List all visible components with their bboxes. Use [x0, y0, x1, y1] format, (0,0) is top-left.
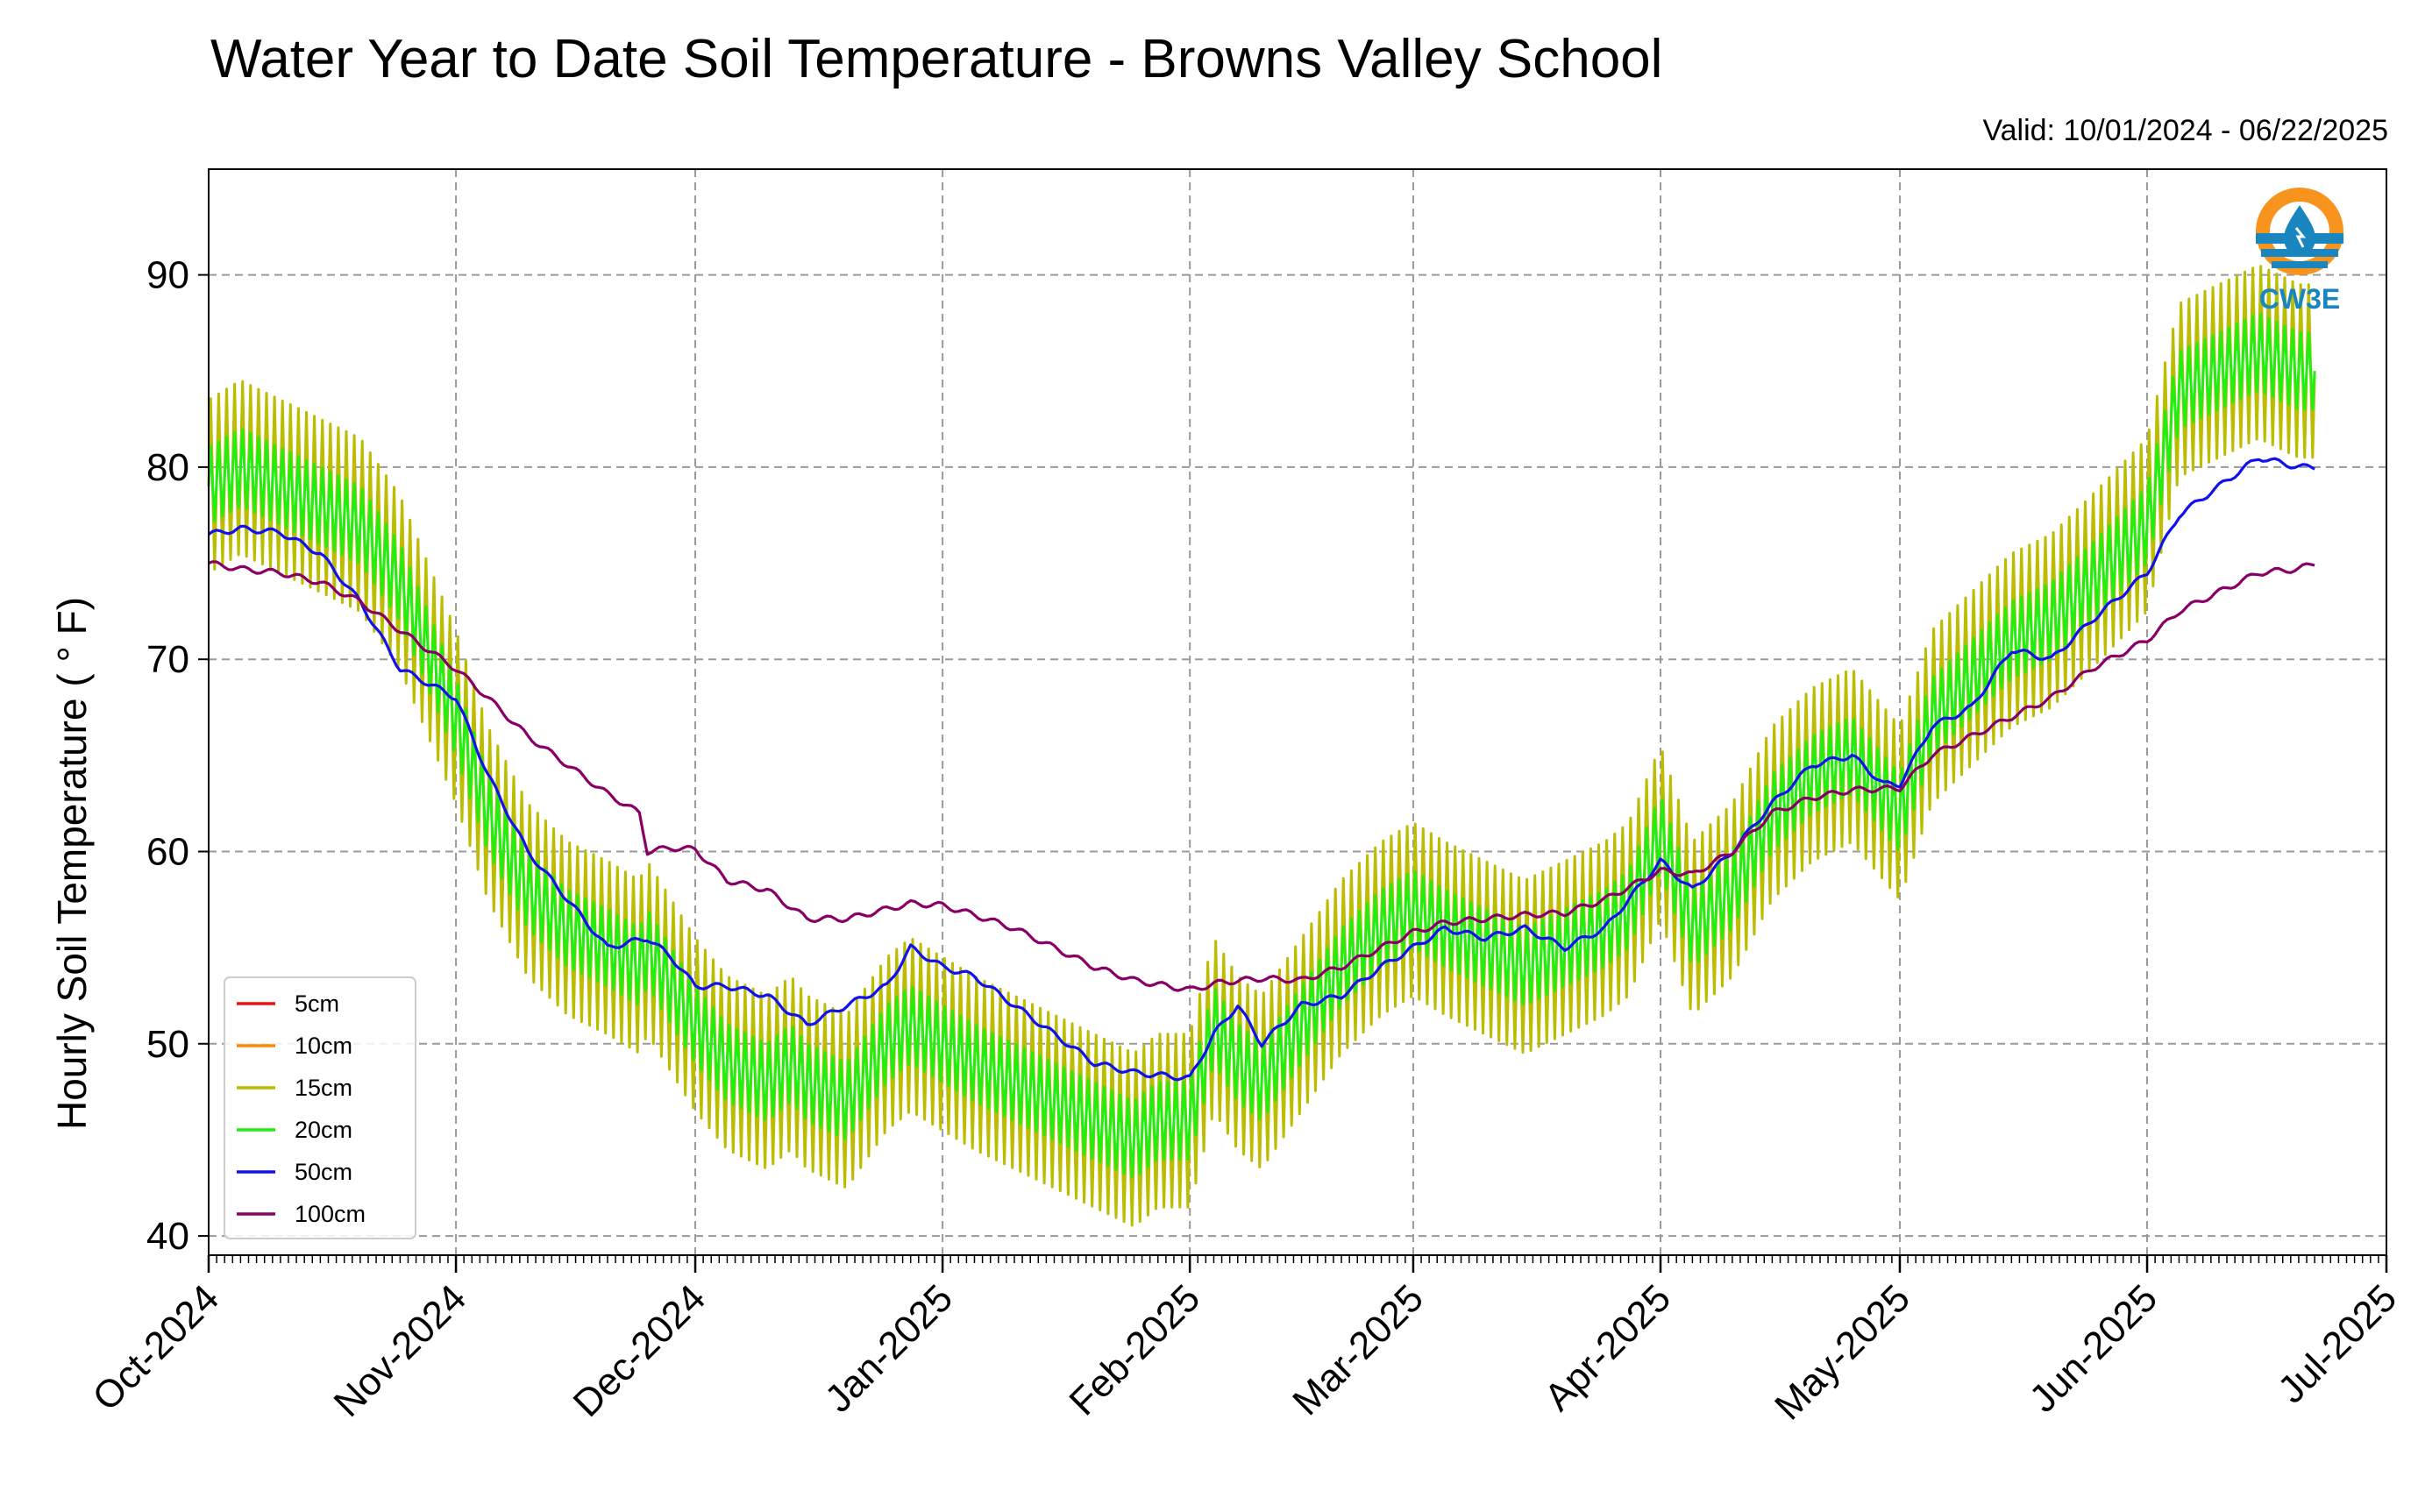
y-tick-label: 90 [146, 254, 189, 297]
y-tick-label: 60 [146, 830, 189, 873]
y-tick-label: 40 [146, 1215, 189, 1258]
series-line-50cm [208, 457, 2315, 1082]
series-lines [207, 265, 2316, 1227]
y-tick-label: 70 [146, 638, 189, 681]
y-tick-label: 50 [146, 1023, 189, 1066]
legend-label-15cm: 15cm [295, 1075, 352, 1101]
legend: 5cm 10cm 15cm 20cm 50cm 100cm [224, 976, 416, 1239]
legend-label-100cm: 100cm [295, 1201, 366, 1227]
legend-label-50cm: 50cm [295, 1159, 352, 1185]
y-axis-label: Hourly Soil Temperature ( ° F) [49, 597, 95, 1130]
y-tick-label: 80 [146, 446, 189, 489]
cw3e-logo: CW3E [2256, 188, 2343, 315]
series-line-20cm [207, 313, 2316, 1179]
legend-label-10cm: 10cm [295, 1033, 352, 1059]
series-line-100cm [208, 560, 2315, 992]
legend-label-20cm: 20cm [295, 1117, 352, 1143]
valid-date-range: Valid: 10/01/2024 - 06/22/2025 [1982, 114, 2388, 147]
chart-title: Water Year to Date Soil Temperature - Br… [210, 29, 1662, 89]
plot-frame [208, 168, 2387, 1256]
logo-text: CW3E [2259, 283, 2340, 315]
legend-label-5cm: 5cm [295, 990, 339, 1017]
